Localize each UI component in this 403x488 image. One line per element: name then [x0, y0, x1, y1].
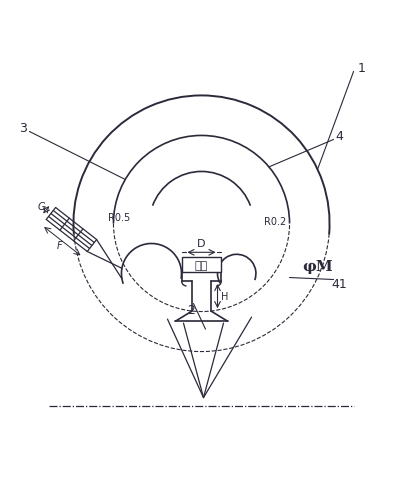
FancyBboxPatch shape — [183, 258, 220, 273]
Text: F: F — [56, 241, 62, 250]
Text: 平行: 平行 — [195, 260, 208, 270]
Text: 2: 2 — [187, 304, 195, 316]
Text: 1: 1 — [357, 62, 366, 75]
Text: G: G — [37, 201, 45, 211]
Text: D: D — [197, 239, 206, 249]
Text: H: H — [221, 291, 228, 302]
Text: R0.5: R0.5 — [108, 213, 131, 223]
Text: 3: 3 — [19, 122, 27, 135]
Text: φM: φM — [302, 259, 333, 273]
Text: 4: 4 — [336, 130, 343, 142]
Text: R0.2: R0.2 — [264, 217, 287, 227]
Text: 41: 41 — [332, 278, 347, 290]
